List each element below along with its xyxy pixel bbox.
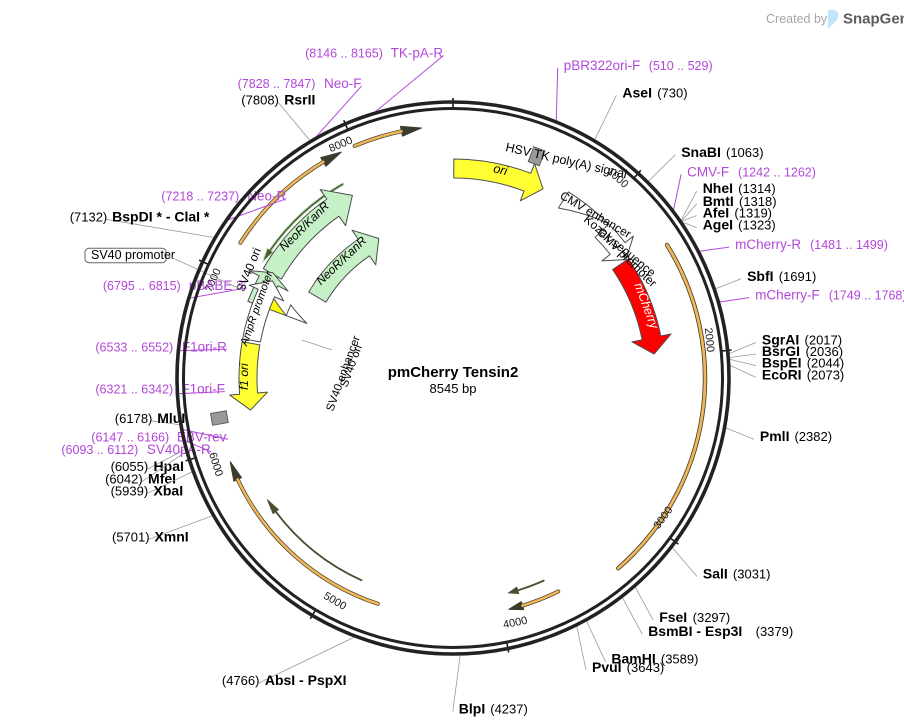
svg-text:mCherry-R: mCherry-R: [735, 237, 801, 252]
svg-text:F1ori-R: F1ori-R: [182, 339, 227, 354]
svg-text:(6178): (6178): [115, 411, 153, 426]
svg-text:f1 ori: f1 ori: [237, 363, 251, 390]
svg-text:(3589): (3589): [661, 652, 699, 667]
svg-text:(6533 .. 6552): (6533 .. 6552): [95, 340, 173, 354]
svg-text:8545 bp: 8545 bp: [430, 381, 477, 396]
svg-text:XmnI: XmnI: [154, 528, 188, 544]
svg-text:mCherry-F: mCherry-F: [755, 288, 820, 303]
svg-text:CMV-F: CMV-F: [687, 164, 729, 179]
svg-text:BlpI: BlpI: [459, 701, 485, 717]
svg-text:(6321 .. 6342): (6321 .. 6342): [95, 383, 173, 397]
svg-text:(3379): (3379): [756, 624, 794, 639]
svg-text:TK-pA-R: TK-pA-R: [391, 46, 444, 61]
svg-text:SV40 promoter: SV40 promoter: [91, 248, 175, 262]
svg-text:(1749 .. 1768): (1749 .. 1768): [829, 289, 904, 303]
svg-text:2000: 2000: [702, 327, 716, 353]
svg-text:(6795 .. 6815): (6795 .. 6815): [103, 279, 181, 293]
svg-text:SnapGene: SnapGene: [843, 11, 904, 28]
svg-text:(1063): (1063): [726, 145, 764, 160]
svg-text:XbaI: XbaI: [154, 482, 184, 498]
svg-text:(510 .. 529): (510 .. 529): [649, 59, 713, 73]
svg-text:(8146 .. 8165): (8146 .. 8165): [305, 47, 383, 61]
svg-text:BspDI * - ClaI *: BspDI * - ClaI *: [112, 208, 210, 224]
svg-text:(2382): (2382): [794, 429, 832, 444]
svg-text:AseI: AseI: [622, 84, 652, 100]
svg-text:(1242 .. 1262): (1242 .. 1262): [738, 165, 816, 179]
svg-text:(3643): (3643): [627, 660, 665, 675]
svg-text:PmlI: PmlI: [760, 428, 790, 444]
svg-text:SV40pA-R: SV40pA-R: [147, 442, 211, 457]
svg-text:EcoRI: EcoRI: [762, 366, 802, 382]
svg-text:(5701): (5701): [112, 529, 150, 544]
svg-text:pBR322ori-F: pBR322ori-F: [564, 58, 641, 73]
svg-text:(7132): (7132): [70, 209, 108, 224]
svg-text:(7828 .. 7847): (7828 .. 7847): [238, 77, 316, 91]
svg-text:F1ori-F: F1ori-F: [181, 382, 225, 397]
svg-text:(730): (730): [657, 85, 687, 100]
svg-text:pmCherry Tensin2: pmCherry Tensin2: [388, 364, 519, 381]
svg-text:RsrII: RsrII: [284, 92, 315, 108]
svg-text:(4237): (4237): [490, 702, 528, 717]
svg-text:Created by: Created by: [766, 12, 828, 26]
svg-text:(5939): (5939): [111, 483, 149, 498]
svg-text:PvuI: PvuI: [592, 659, 622, 675]
svg-text:(2073): (2073): [807, 367, 845, 382]
svg-text:(1481 .. 1499): (1481 .. 1499): [810, 238, 888, 252]
svg-text:(4766): (4766): [222, 673, 260, 688]
svg-text:SalI: SalI: [703, 565, 728, 581]
svg-text:(1691): (1691): [779, 269, 817, 284]
svg-text:AbsI - PspXI: AbsI - PspXI: [265, 672, 347, 688]
svg-text:(7218 .. 7237): (7218 .. 7237): [161, 190, 239, 204]
svg-text:SbfI: SbfI: [747, 268, 773, 284]
svg-text:BsmBI - Esp3I: BsmBI - Esp3I: [648, 623, 742, 639]
svg-text:Neo-F: Neo-F: [324, 76, 362, 91]
svg-text:AgeI: AgeI: [703, 217, 733, 233]
svg-text:(7808): (7808): [241, 93, 279, 108]
svg-text:(3031): (3031): [733, 566, 771, 581]
svg-text:(1323): (1323): [738, 218, 776, 233]
svg-text:(6093 .. 6112): (6093 .. 6112): [61, 443, 138, 457]
svg-text:SnaBI: SnaBI: [681, 144, 721, 160]
